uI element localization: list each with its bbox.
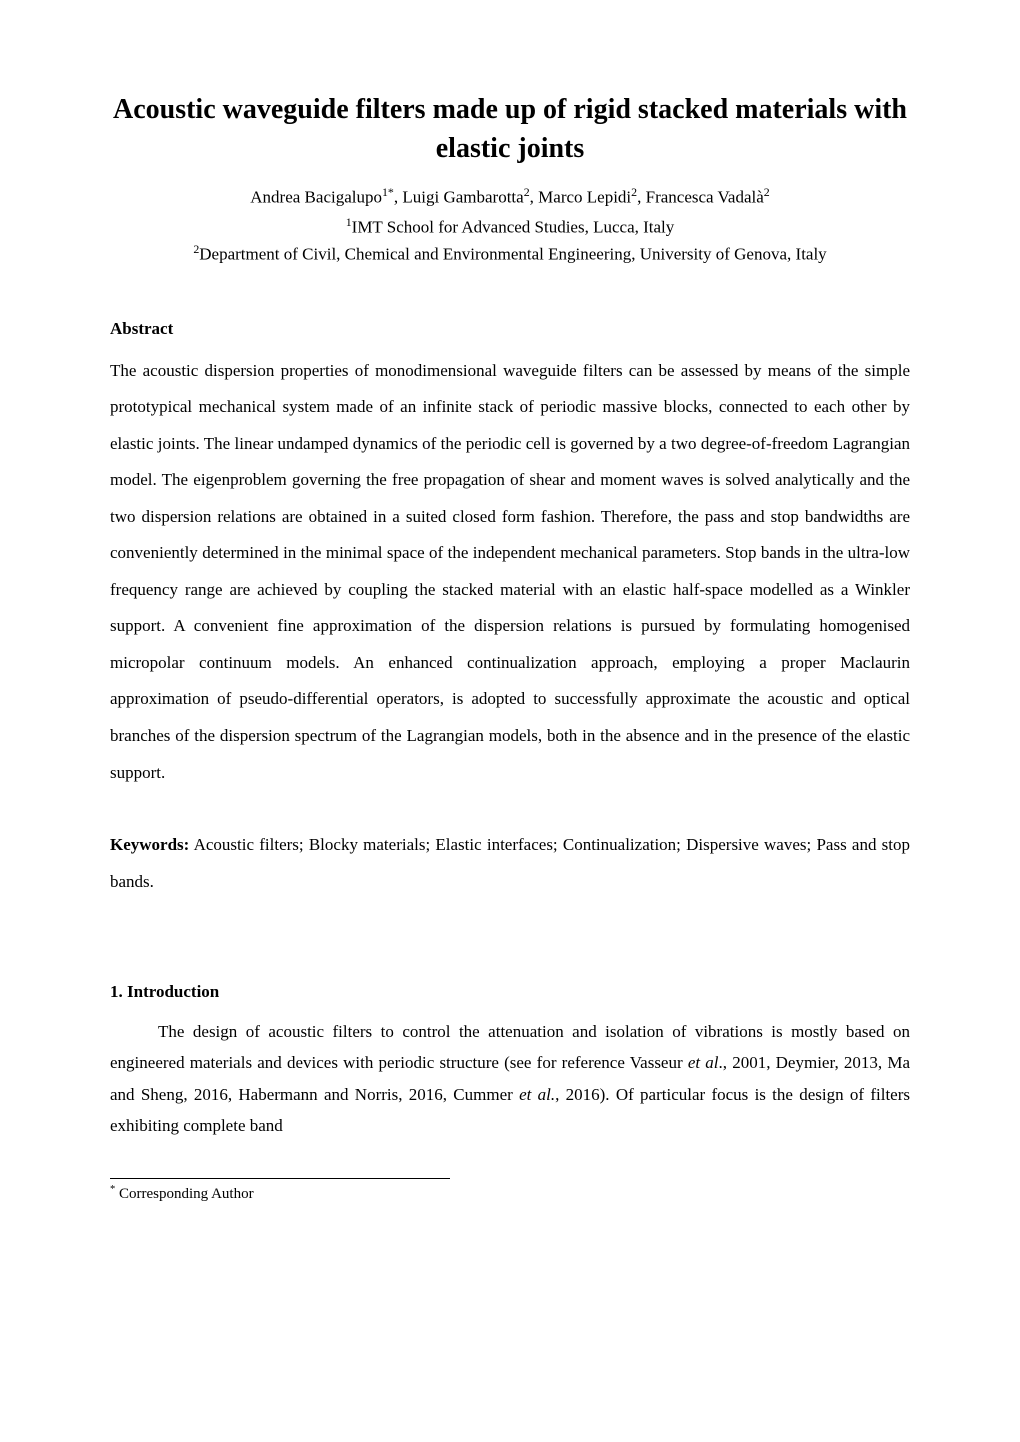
keywords-text: Acoustic filters; Blocky materials; Elas… [110, 835, 910, 891]
author-name: Andrea Bacigalupo [250, 188, 382, 207]
author-line: Andrea Bacigalupo1*, Luigi Gambarotta2, … [110, 184, 910, 209]
keywords-block: Keywords: Acoustic filters; Blocky mater… [110, 827, 910, 900]
footnote-text: Corresponding Author [115, 1186, 253, 1202]
author-affil-sup: 2 [764, 185, 770, 199]
abstract-heading: Abstract [110, 317, 910, 341]
author-name: Francesca Vadalà [646, 188, 764, 207]
author-name: Marco Lepidi [538, 188, 631, 207]
footnote: * Corresponding Author [110, 1183, 910, 1205]
keywords-label: Keywords: [110, 835, 189, 854]
author-affil-sup: 2 [524, 185, 530, 199]
author-affil-sup: 1* [382, 185, 394, 199]
affiliation-text: Department of Civil, Chemical and Enviro… [199, 245, 826, 264]
introduction-body: The design of acoustic filters to contro… [110, 1016, 910, 1142]
abstract-body: The acoustic dispersion properties of mo… [110, 353, 910, 792]
affiliation-text: IMT School for Advanced Studies, Lucca, … [352, 217, 675, 236]
affiliation-block: 1IMT School for Advanced Studies, Lucca,… [110, 214, 910, 267]
author-affil-sup: 2 [631, 185, 637, 199]
footnote-rule [110, 1178, 450, 1179]
introduction-heading: 1. Introduction [110, 980, 910, 1004]
affiliation-line: 2Department of Civil, Chemical and Envir… [110, 241, 910, 266]
intro-citation-italic: et al [688, 1053, 719, 1072]
author-name: Luigi Gambarotta [402, 188, 523, 207]
affiliation-line: 1IMT School for Advanced Studies, Lucca,… [110, 214, 910, 239]
intro-citation-italic: et al. [519, 1085, 555, 1104]
paper-title: Acoustic waveguide filters made up of ri… [110, 90, 910, 168]
